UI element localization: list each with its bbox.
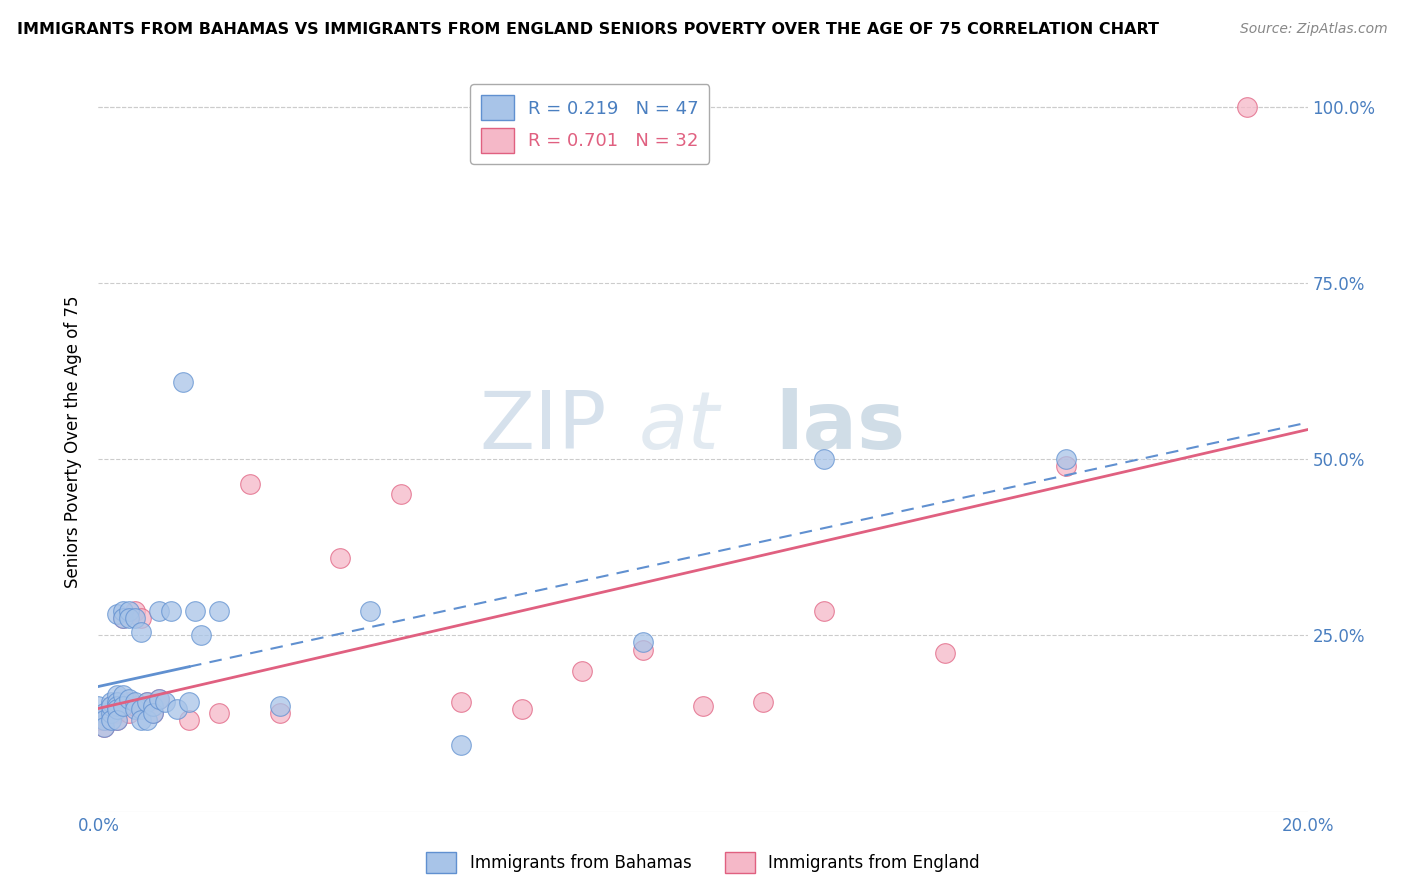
Point (190, 628, 212, 642)
Point (813, 452, 835, 467)
Point (118, 611, 141, 625)
Point (1054, 452, 1077, 467)
Point (239, 476, 262, 491)
Point (172, 375, 194, 389)
Point (111, 698, 134, 713)
Point (118, 706, 141, 720)
Point (100, 706, 122, 720)
Point (135, 695, 157, 709)
Point (87, 713, 110, 727)
Point (105, 713, 128, 727)
Point (208, 706, 231, 720)
Point (111, 611, 134, 625)
Point (105, 698, 128, 713)
Point (510, 702, 533, 716)
Point (100, 702, 122, 716)
Point (100, 698, 122, 713)
Point (93, 706, 115, 720)
Point (93, 713, 115, 727)
Point (752, 695, 775, 709)
Point (118, 692, 141, 706)
Point (1236, 100, 1258, 114)
Point (87, 698, 110, 713)
Point (142, 698, 165, 713)
Point (142, 706, 165, 720)
Point (124, 702, 146, 716)
Point (105, 695, 128, 709)
Point (129, 624, 152, 639)
Legend: R = 0.219   N = 47, R = 0.701   N = 32: R = 0.219 N = 47, R = 0.701 N = 32 (470, 84, 710, 164)
Point (100, 713, 122, 727)
Text: at: at (638, 388, 720, 466)
Point (934, 646, 956, 660)
Point (135, 695, 157, 709)
Point (118, 695, 141, 709)
Point (184, 604, 207, 618)
Point (129, 702, 152, 716)
Point (129, 713, 152, 727)
Point (571, 664, 593, 678)
Text: Source: ZipAtlas.com: Source: ZipAtlas.com (1240, 22, 1388, 37)
Point (329, 550, 352, 565)
Point (111, 611, 134, 625)
Point (111, 604, 134, 618)
Point (153, 695, 176, 709)
Point (631, 635, 654, 649)
Point (111, 689, 134, 703)
Legend: Immigrants from Bahamas, Immigrants from England: Immigrants from Bahamas, Immigrants from… (419, 846, 987, 880)
Point (118, 604, 141, 618)
Text: las: las (776, 388, 905, 466)
Point (360, 604, 382, 618)
Point (105, 607, 128, 622)
Point (179, 713, 201, 727)
Point (93, 720, 115, 734)
Point (269, 706, 291, 720)
Point (142, 706, 165, 720)
Text: ZIP: ZIP (479, 388, 606, 466)
Point (166, 702, 188, 716)
Y-axis label: Seniors Poverty Over the Age of 75: Seniors Poverty Over the Age of 75 (65, 295, 83, 588)
Point (124, 698, 146, 713)
Point (105, 706, 128, 720)
Point (148, 604, 170, 618)
Point (105, 702, 128, 716)
Text: IMMIGRANTS FROM BAHAMAS VS IMMIGRANTS FROM ENGLAND SENIORS POVERTY OVER THE AGE : IMMIGRANTS FROM BAHAMAS VS IMMIGRANTS FR… (17, 22, 1159, 37)
Point (148, 692, 170, 706)
Point (135, 713, 157, 727)
Point (100, 695, 122, 709)
Point (450, 738, 472, 752)
Point (450, 695, 472, 709)
Point (105, 689, 128, 703)
Point (124, 695, 146, 709)
Point (100, 698, 122, 713)
Point (105, 713, 128, 727)
Point (179, 695, 201, 709)
Point (148, 692, 170, 706)
Point (93, 713, 115, 727)
Point (124, 611, 146, 625)
Point (813, 604, 835, 618)
Point (1054, 459, 1077, 474)
Point (124, 604, 146, 618)
Point (692, 698, 714, 713)
Point (93, 720, 115, 734)
Point (208, 604, 231, 618)
Point (631, 642, 654, 657)
Point (269, 698, 291, 713)
Point (389, 487, 412, 501)
Point (160, 604, 183, 618)
Point (129, 611, 152, 625)
